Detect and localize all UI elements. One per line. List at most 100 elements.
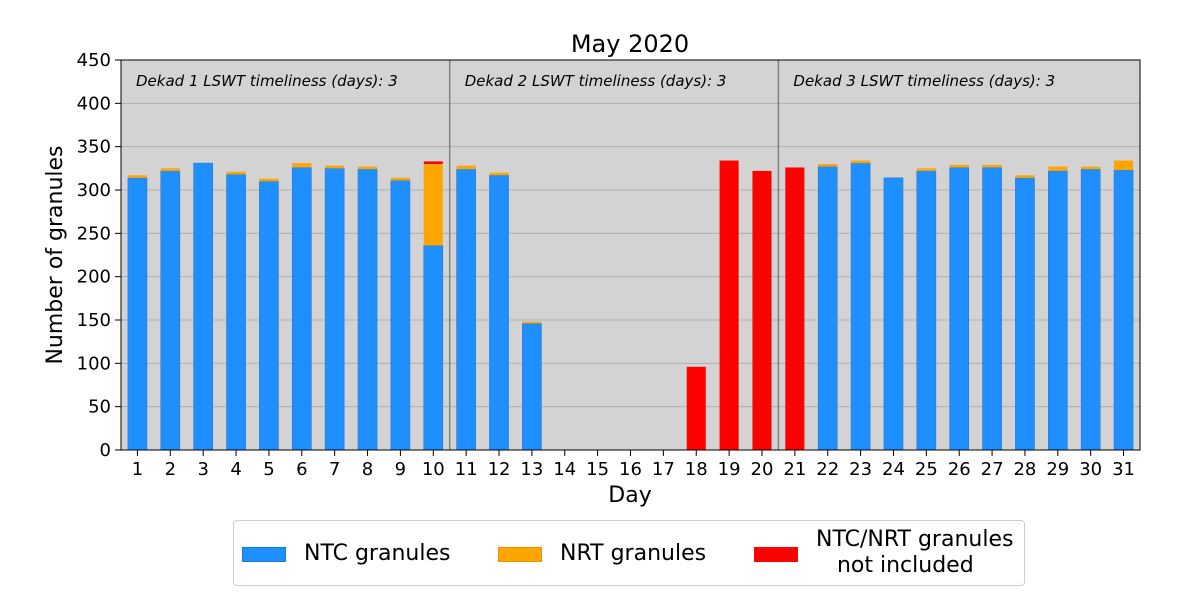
dekad-annotation-1: Dekad 1 LSWT timeliness (days): 3 (136, 72, 398, 90)
bar-ntc-day-29 (1047, 170, 1068, 451)
bar-nrt-day-28 (1015, 175, 1035, 178)
bar-ntc-day-22 (817, 166, 838, 451)
x-tick-label: 26 (948, 459, 971, 480)
bar-ntc-day-28 (1015, 177, 1035, 451)
bar-not-included-day-18 (686, 366, 706, 450)
bar-ntc-day-25 (916, 170, 937, 451)
y-tick-label: 0 (100, 440, 111, 461)
bar-not-included-day-20 (752, 170, 772, 450)
legend-label-ntc: NTC granules (304, 541, 451, 566)
x-tick-label: 18 (685, 459, 708, 480)
legend-swatch-ntc (242, 547, 286, 562)
dekad-annotation-2: Dekad 2 LSWT timeliness (days): 3 (465, 72, 727, 90)
x-tick-label: 22 (816, 459, 839, 480)
legend-label-not-included: NTC/NRT granules not included (816, 527, 1014, 578)
y-tick-label: 300 (77, 180, 111, 201)
bar-nrt-day-11 (456, 165, 476, 170)
chart-title: May 2020 (571, 30, 689, 58)
bar-ntc-day-24 (883, 177, 904, 451)
x-tick-label: 20 (751, 459, 774, 480)
x-tick-label: 12 (488, 459, 511, 480)
y-tick-label: 200 (77, 267, 111, 288)
bar-nrt-day-10 (423, 164, 443, 246)
x-tick-label: 19 (718, 459, 741, 480)
bar-nrt-day-4 (226, 171, 246, 175)
bar-nrt-day-13 (522, 321, 542, 324)
plot-area (121, 60, 1140, 450)
legend-swatch-not-included (754, 547, 798, 562)
y-tick-label: 350 (77, 137, 111, 158)
x-tick-label: 27 (981, 459, 1004, 480)
y-tick-label: 50 (88, 397, 111, 418)
bar-nrt-day-12 (489, 172, 509, 176)
grid-lines (121, 102, 1140, 408)
bar-nrt-day-30 (1081, 166, 1101, 170)
legend: NTC granules NRT granules NTC/NRT granul… (233, 520, 1025, 586)
x-tick-label: 31 (1112, 459, 1135, 480)
bar-ntc-day-23 (850, 162, 871, 451)
x-tick-label: 14 (553, 459, 576, 480)
x-tick-label: 3 (197, 459, 208, 480)
dekad-separators (448, 60, 780, 450)
bar-ntc-day-8 (357, 168, 378, 451)
bar-nrt-day-26 (949, 164, 969, 168)
x-tick-label: 7 (329, 459, 340, 480)
x-tick-label: 13 (520, 459, 543, 480)
x-tick-label: 1 (132, 459, 143, 480)
bars (127, 160, 1134, 451)
bar-ntc-day-6 (291, 167, 312, 451)
y-tick-label: 400 (77, 93, 111, 114)
x-tick-label: 2 (165, 459, 176, 480)
bar-ntc-day-12 (489, 174, 509, 451)
x-tick-label: 29 (1046, 459, 1069, 480)
bar-ntc-day-9 (390, 180, 411, 451)
bar-ntc-day-11 (456, 168, 476, 451)
x-tick-label: 28 (1013, 459, 1036, 480)
bar-not-included-day-19 (719, 160, 739, 451)
x-tick-label: 10 (422, 459, 445, 480)
x-tick-label: 6 (296, 459, 307, 480)
bar-ntc-day-4 (226, 174, 246, 451)
bar-nrt-day-29 (1048, 166, 1068, 171)
bar-nrt-day-31 (1114, 160, 1134, 171)
bar-ntc-day-10 (423, 245, 444, 451)
x-tick-label: 16 (619, 459, 642, 480)
bar-ntc-day-30 (1080, 168, 1101, 451)
x-axis-label: Day (608, 483, 651, 508)
x-tick-label: 25 (915, 459, 938, 480)
bar-ntc-day-1 (127, 177, 148, 451)
x-tick-label: 17 (652, 459, 675, 480)
y-axis-ticks: 0 50 100 150 200 250 300 350 400 450 (77, 50, 121, 461)
bar-ntc-day-3 (193, 162, 214, 451)
bar-nrt-day-7 (325, 165, 345, 169)
x-tick-label: 5 (263, 459, 274, 480)
bar-nrt-day-22 (818, 164, 838, 167)
x-tick-label: 11 (455, 459, 478, 480)
bar-nrt-day-25 (916, 168, 936, 171)
x-tick-label: 23 (849, 459, 872, 480)
bar-ntc-day-5 (259, 181, 279, 451)
bar-ntc-day-31 (1113, 169, 1134, 451)
bar-ntc-day-27 (982, 167, 1002, 451)
x-tick-label: 15 (586, 459, 609, 480)
bar-ntc-day-26 (949, 167, 970, 451)
y-tick-label: 250 (77, 223, 111, 244)
bar-not-included-day-10 (423, 161, 443, 164)
x-tick-label: 30 (1079, 459, 1102, 480)
x-tick-label: 9 (395, 459, 406, 480)
legend-label-nrt: NRT granules (560, 541, 707, 566)
dekad-annotation-3: Dekad 3 LSWT timeliness (days): 3 (793, 72, 1055, 90)
bar-nrt-day-9 (390, 177, 410, 181)
bar-ntc-day-13 (522, 323, 542, 451)
bar-nrt-day-6 (292, 163, 312, 168)
y-axis-label: Number of granules (43, 145, 68, 364)
x-tick-label: 24 (882, 459, 905, 480)
bar-nrt-day-23 (851, 160, 871, 164)
legend-swatch-nrt (498, 547, 542, 562)
bar-not-included-day-21 (785, 167, 805, 450)
x-axis-ticks: 1 2 3 4 5 6 7 8 9 10 11 12 13 14 15 16 17 18 19 20 21 22 23 24 2… (132, 450, 1135, 480)
y-tick-label: 450 (77, 50, 111, 71)
bar-nrt-day-8 (357, 166, 378, 170)
y-tick-label: 150 (77, 310, 111, 331)
